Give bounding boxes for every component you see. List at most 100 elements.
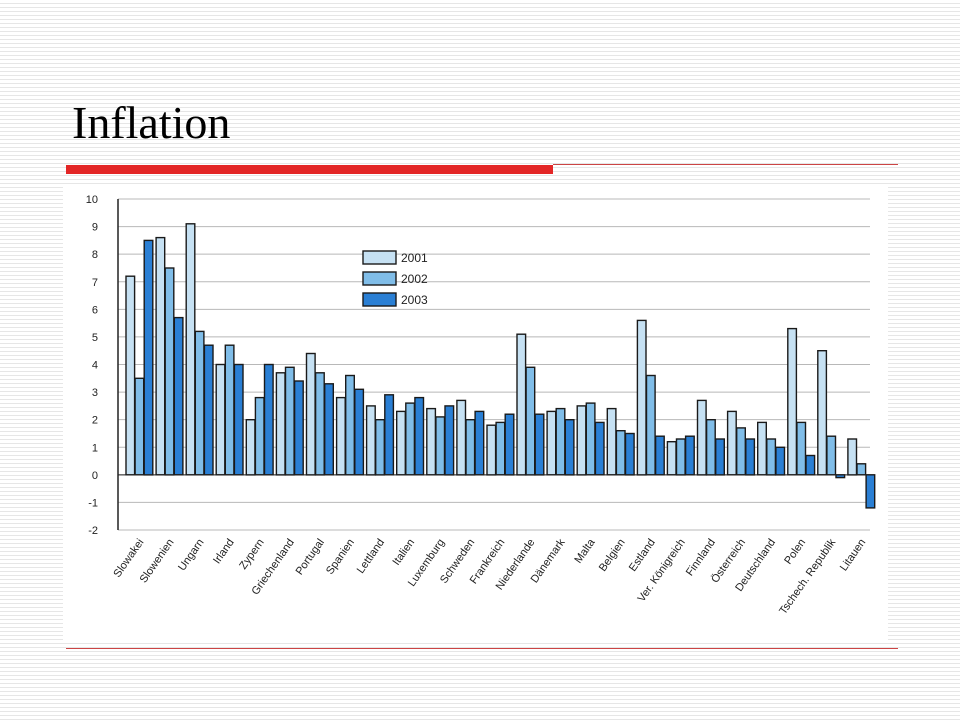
bar-2001 bbox=[305, 352, 316, 476]
bar-2002 bbox=[645, 374, 656, 476]
bar-2002 bbox=[254, 396, 265, 476]
bar-2001 bbox=[636, 319, 647, 476]
x-tick-label: Ungarn bbox=[176, 537, 207, 573]
bar-2001 bbox=[516, 333, 527, 476]
bar-2001 bbox=[185, 223, 196, 476]
bar-2003 bbox=[414, 396, 425, 476]
bar-2003 bbox=[594, 421, 605, 476]
bar-2002 bbox=[345, 374, 356, 476]
title-underline bbox=[66, 165, 553, 174]
bar-2002 bbox=[675, 438, 686, 476]
bar-2002 bbox=[314, 372, 325, 476]
bar-2001 bbox=[155, 236, 166, 476]
bar-2003 bbox=[143, 239, 154, 476]
x-tick-label: Portugal bbox=[294, 537, 327, 577]
bar-2003 bbox=[534, 413, 545, 476]
bar-2002 bbox=[224, 344, 235, 476]
bar-2001 bbox=[426, 407, 437, 476]
y-tick-label: 10 bbox=[86, 194, 98, 206]
bar-2001 bbox=[275, 372, 286, 476]
bar-2003 bbox=[805, 454, 816, 476]
legend-label-2002: 2002 bbox=[401, 272, 428, 286]
bar-2001 bbox=[245, 418, 256, 476]
legend-label-2003: 2003 bbox=[401, 293, 428, 307]
bar-2002 bbox=[585, 402, 596, 476]
bar-2003 bbox=[654, 435, 665, 476]
bar-2001 bbox=[456, 399, 467, 476]
bar-2003 bbox=[865, 474, 876, 509]
legend-label-2001: 2001 bbox=[401, 251, 428, 265]
bar-2002 bbox=[856, 463, 867, 476]
bar-2001 bbox=[696, 399, 707, 476]
bar-2002 bbox=[705, 418, 716, 476]
bar-2002 bbox=[465, 418, 476, 476]
bar-2001 bbox=[335, 396, 346, 476]
bar-2002 bbox=[405, 402, 416, 476]
bar-2001 bbox=[606, 407, 617, 476]
bar-2003 bbox=[504, 413, 515, 476]
y-tick-label: -1 bbox=[88, 497, 98, 509]
bar-2001 bbox=[486, 424, 497, 476]
bar-2002 bbox=[284, 366, 295, 476]
bar-2002 bbox=[194, 330, 205, 476]
bar-2003 bbox=[203, 344, 214, 476]
x-tick-label: Polen bbox=[782, 537, 808, 567]
y-tick-label: 8 bbox=[92, 249, 98, 261]
bar-2003 bbox=[324, 383, 335, 476]
bar-2001 bbox=[787, 327, 798, 476]
chart-panel: -2 -1 0 1 2 3 4 5 6 7 8 9 10 Slowakei Slowenien Ungarn I… bbox=[63, 185, 888, 640]
y-tick-label: -2 bbox=[88, 525, 98, 537]
x-tick-label: Malta bbox=[572, 536, 598, 566]
bar-2003 bbox=[564, 418, 575, 476]
bar-2001 bbox=[757, 421, 768, 476]
bar-2002 bbox=[615, 429, 626, 476]
bar-2001 bbox=[576, 405, 587, 476]
bar-2002 bbox=[164, 267, 175, 476]
bar-2001 bbox=[365, 405, 376, 476]
legend-swatch-2002 bbox=[362, 271, 397, 286]
bar-2002 bbox=[766, 438, 777, 476]
bar-2003 bbox=[233, 363, 244, 476]
bar-2003 bbox=[745, 438, 756, 476]
bar-2003 bbox=[263, 363, 274, 476]
bar-2001 bbox=[817, 349, 828, 476]
y-tick-label: 7 bbox=[92, 277, 98, 289]
bar-2002 bbox=[435, 416, 446, 476]
slide-title: Inflation bbox=[72, 97, 231, 148]
bar-2003 bbox=[293, 380, 304, 476]
x-tick-label: Tschech. Republik bbox=[777, 536, 838, 616]
bar-2001 bbox=[125, 275, 136, 476]
x-tick-label: Italien bbox=[391, 537, 418, 568]
bar-2003 bbox=[384, 394, 395, 476]
bar-2002 bbox=[736, 427, 747, 476]
x-tick-label: Litauen bbox=[838, 537, 869, 573]
y-tick-label: 0 bbox=[92, 470, 98, 482]
bar-2003 bbox=[173, 316, 184, 476]
y-tick-label: 6 bbox=[92, 304, 98, 316]
bar-2001 bbox=[726, 410, 737, 476]
bar-2001 bbox=[396, 410, 407, 476]
y-tick-label: 5 bbox=[92, 332, 98, 344]
bar-2002 bbox=[555, 407, 566, 476]
bar-2001 bbox=[666, 441, 677, 476]
bar-2003 bbox=[624, 432, 635, 476]
bar-2002 bbox=[525, 366, 536, 476]
bar-2003 bbox=[444, 405, 455, 476]
x-tick-label: Belgien bbox=[597, 537, 628, 574]
x-tick-label: Lettland bbox=[355, 537, 387, 576]
y-tick-label: 4 bbox=[92, 360, 98, 372]
legend-swatch-2003 bbox=[362, 292, 397, 307]
bar-2003 bbox=[715, 438, 726, 476]
y-tick-label: 1 bbox=[92, 442, 98, 454]
bar-2001 bbox=[546, 410, 557, 476]
bar-2002 bbox=[375, 418, 386, 476]
bar-2002 bbox=[495, 421, 506, 476]
y-tick-label: 2 bbox=[92, 415, 98, 427]
bar-2002 bbox=[134, 377, 145, 476]
x-tick-label: Zypern bbox=[237, 537, 266, 572]
x-tick-label: Spanien bbox=[324, 537, 357, 577]
legend-swatch-2001 bbox=[362, 250, 397, 265]
x-tick-label: Estland bbox=[627, 537, 658, 574]
bar-2003 bbox=[474, 410, 485, 476]
